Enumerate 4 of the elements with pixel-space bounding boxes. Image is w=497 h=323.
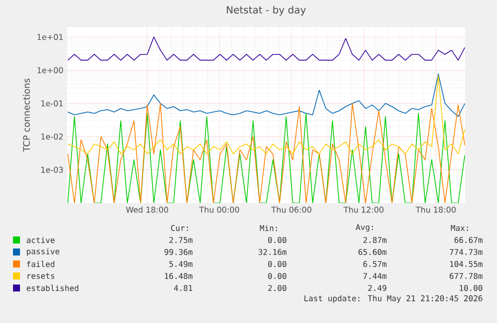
line-series: [67, 75, 466, 154]
y-axis-title: TCP connections: [22, 78, 30, 152]
chart-title: Netstat - by day: [226, 6, 306, 16]
line-series: [67, 74, 466, 118]
